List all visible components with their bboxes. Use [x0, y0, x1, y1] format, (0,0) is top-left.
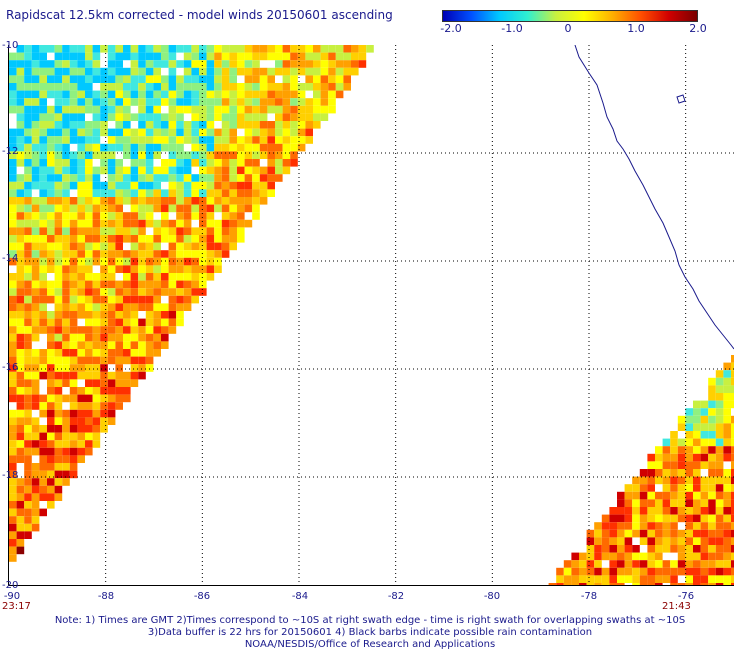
right-swath: [548, 355, 734, 585]
longitude-label: -76: [677, 591, 695, 602]
longitude-label: -88: [97, 591, 115, 602]
colorbar-label: 0: [564, 22, 572, 35]
colorbar-label: 1.0: [627, 22, 645, 35]
grid-lines: [9, 45, 734, 585]
note-line: Note: 1) Times are GMT 2)Times correspon…: [54, 615, 686, 626]
island-outline: [676, 94, 686, 104]
latitude-label: -12: [2, 146, 19, 157]
right-swath-time: 21:43: [662, 601, 691, 612]
left-swath-time: 23:17: [2, 601, 31, 612]
colorbar-label: 2.0: [689, 22, 707, 35]
map-title: Rapidscat 12.5km corrected - model winds…: [6, 8, 393, 22]
longitude-label: -84: [291, 591, 309, 602]
left-swath: [9, 45, 374, 562]
longitude-label: -90: [3, 591, 21, 602]
coastline: [574, 45, 734, 350]
footer-notes: Note: 1) Times are GMT 2)Times correspon…: [0, 615, 740, 651]
note-line: NOAA/NESDIS/Office of Research and Appli…: [244, 639, 496, 650]
latitude-label: -16: [2, 362, 19, 373]
latitude-label: -10: [2, 40, 19, 51]
colorbar-label: -2.0: [440, 22, 462, 35]
longitude-label: -82: [387, 591, 405, 602]
latitude-label: -14: [2, 253, 19, 264]
colorbar: [442, 10, 698, 22]
longitude-label: -80: [483, 591, 501, 602]
map-panel: [8, 45, 734, 586]
latitude-label: -18: [2, 470, 19, 481]
map-canvas: [9, 45, 734, 585]
latitude-label: -20: [2, 580, 19, 591]
longitude-label: -86: [193, 591, 211, 602]
colorbar-label: -1.0: [501, 22, 523, 35]
longitude-label: -78: [580, 591, 598, 602]
note-line: 3)Data buffer is 22 hrs for 20150601 4) …: [147, 627, 593, 638]
